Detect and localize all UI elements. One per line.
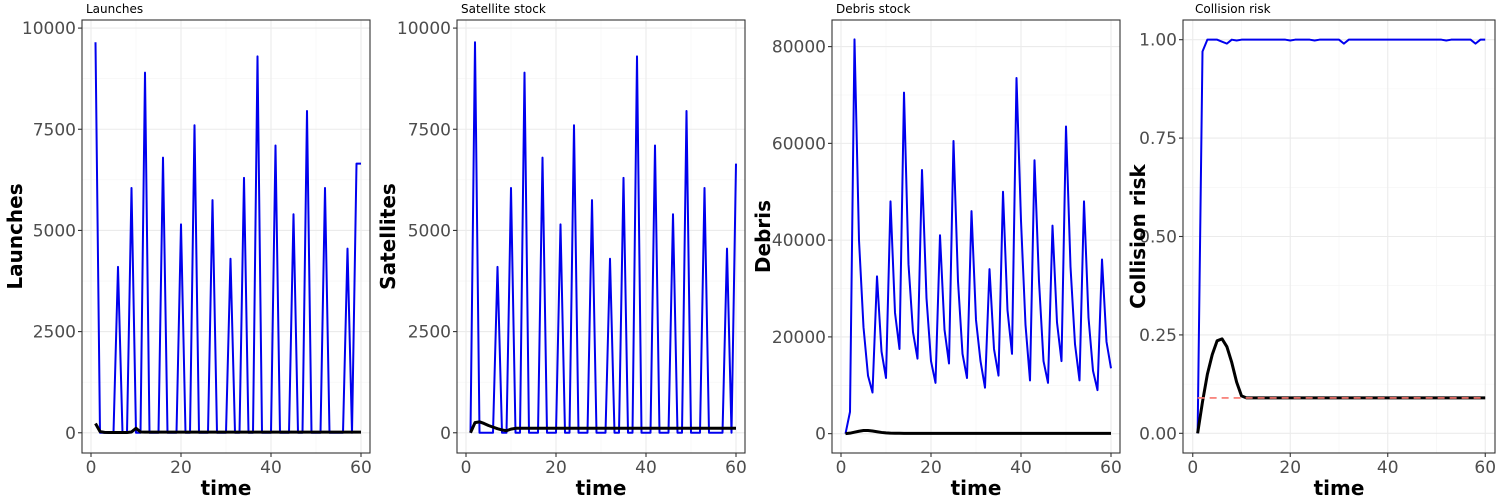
chart-title: Debris stock [836, 2, 910, 16]
series-line-2 [469, 420, 736, 434]
chart-panel-1: 0 20 40 60 0 2500 5000 7500 10000 Launches time Lau… [3, 2, 372, 500]
x-tick-label: 60 [350, 458, 372, 478]
y-tick-label: 0 [815, 425, 826, 445]
y-tick-label: 1.00 [1139, 31, 1177, 51]
x-tick-label: 60 [1100, 458, 1122, 478]
y-tick-label: 7500 [33, 120, 76, 140]
y-tick-label: 0.50 [1139, 228, 1177, 248]
y-tick-label: 7500 [408, 120, 451, 140]
x-tick-label: 40 [635, 458, 657, 478]
chart-panel-3: 0 20 40 60 0 20000 40000 60000 80000 Debris stock… [751, 2, 1122, 500]
x-axis-label: time [951, 476, 1002, 500]
y-tick-label: 0 [440, 424, 451, 444]
x-tick-label: 20 [920, 458, 942, 478]
y-tick-label: 80000 [772, 38, 826, 58]
x-tick-label: 60 [1474, 458, 1496, 478]
series-line-1 [469, 41, 737, 434]
y-tick-label: 2500 [408, 323, 451, 343]
x-tick-label: 40 [1010, 458, 1032, 478]
y-axis-label: Collision risk [1126, 163, 1150, 308]
y-tick-label: 0.75 [1139, 129, 1177, 149]
x-tick-label: 40 [1377, 458, 1399, 478]
panel-border [831, 19, 1121, 454]
chart-title: Collision risk [1195, 2, 1271, 16]
x-axis-label: time [1314, 476, 1365, 500]
y-tick-label: 5000 [33, 221, 76, 241]
y-axis-label: Debris [751, 200, 775, 273]
series-line-2 [845, 429, 1111, 436]
x-tick-label: 0 [836, 458, 847, 478]
y-axis-label: Satellites [376, 183, 400, 290]
y-tick-label: 20000 [772, 328, 826, 348]
y-tick-label: 10000 [397, 19, 451, 39]
series-line-2 [1196, 337, 1486, 434]
y-tick-label: 0.00 [1139, 424, 1177, 444]
x-tick-label: 40 [260, 458, 282, 478]
y-tick-label: 2500 [33, 323, 76, 343]
series-line-1 [94, 42, 361, 434]
y-tick-label: 0 [65, 424, 76, 444]
panel-border [81, 19, 371, 454]
panel-border [456, 19, 746, 454]
chart-panel-2: 0 20 40 60 0 2500 5000 7500 10000 Satellite stock… [376, 2, 747, 500]
y-tick-label: 0.25 [1139, 326, 1177, 346]
x-axis-label: time [201, 476, 252, 500]
y-tick-label: 40000 [772, 231, 826, 251]
x-tick-label: 60 [725, 458, 747, 478]
series-line-1 [844, 38, 1112, 434]
x-tick-label: 0 [1187, 458, 1198, 478]
series-line-2 [94, 422, 361, 435]
y-tick-label: 5000 [408, 221, 451, 241]
x-tick-label: 0 [461, 458, 472, 478]
x-tick-label: 0 [86, 458, 97, 478]
x-tick-label: 20 [545, 458, 567, 478]
chart-panel-4: 0 20 40 60 0.00 0.25 0.50 0.75 1.00 Collision ris… [1126, 2, 1496, 500]
y-axis-label: Launches [3, 183, 27, 289]
x-tick-label: 20 [170, 458, 192, 478]
series-line-1 [1196, 38, 1486, 434]
chart-title: Launches [86, 2, 143, 16]
y-tick-label: 60000 [772, 134, 826, 154]
x-axis-label: time [576, 476, 627, 500]
x-tick-label: 20 [1279, 458, 1301, 478]
y-tick-label: 10000 [22, 19, 76, 39]
chart-title: Satellite stock [461, 2, 546, 16]
